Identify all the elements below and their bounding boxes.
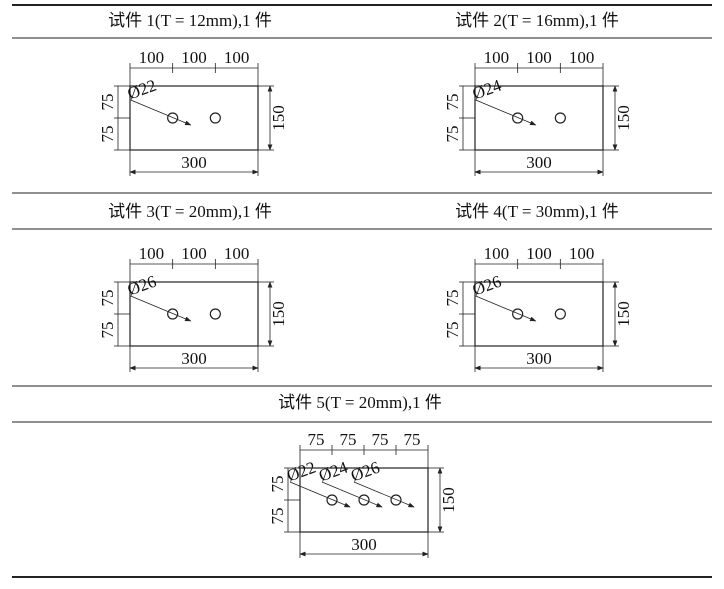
bolt-hole (167, 112, 179, 124)
dim-label: 75 (308, 430, 325, 449)
leader-line (321, 481, 383, 508)
hole-label: Ø22 (284, 458, 318, 486)
specimen-header: 试件 1(T = 12mm),1 件 (108, 11, 272, 30)
dim-label: 75 (98, 94, 117, 111)
leader-line (130, 295, 192, 322)
bolt-hole (326, 494, 338, 506)
dim-label: 75 (268, 476, 287, 493)
hole-label: Ø26 (348, 458, 382, 486)
dim-label: 300 (351, 535, 377, 554)
dim-label: 75 (98, 322, 117, 339)
dim-label: 300 (181, 153, 207, 172)
dim-label: 150 (614, 301, 633, 327)
specimen-header: 试件 5(T = 20mm),1 件 (278, 393, 442, 412)
dim-label: 300 (526, 349, 552, 368)
dim-label: 75 (340, 430, 357, 449)
dim-label: 75 (98, 290, 117, 307)
dim-label: 100 (224, 244, 250, 263)
dim-label: 100 (526, 244, 552, 263)
dim-label: 75 (443, 290, 462, 307)
bolt-hole (390, 494, 402, 506)
dim-label: 150 (269, 105, 288, 131)
dim-label: 75 (443, 94, 462, 111)
specimen-header: 试件 3(T = 20mm),1 件 (108, 202, 272, 221)
dim-label: 75 (404, 430, 421, 449)
dim-label: 300 (526, 153, 552, 172)
dim-label: 100 (484, 244, 510, 263)
bolt-hole (209, 112, 221, 124)
bolt-hole (167, 308, 179, 320)
dim-label: 300 (181, 349, 207, 368)
dim-label: 75 (98, 126, 117, 143)
dim-label: 100 (526, 48, 552, 67)
dim-label: 75 (443, 322, 462, 339)
dim-label: 100 (224, 48, 250, 67)
specimen-header: 试件 2(T = 16mm),1 件 (455, 11, 619, 30)
dim-label: 100 (181, 48, 207, 67)
dim-label: 75 (372, 430, 389, 449)
leader-line (130, 99, 192, 126)
hole-label: Ø24 (316, 457, 350, 485)
dim-label: 100 (484, 48, 510, 67)
dim-label: 150 (439, 487, 458, 513)
bolt-hole (512, 308, 524, 320)
dim-label: 150 (269, 301, 288, 327)
dim-label: 100 (139, 244, 165, 263)
leader-line (353, 481, 415, 508)
dim-label: 100 (569, 48, 595, 67)
leader-line (289, 481, 351, 508)
bolt-hole (512, 112, 524, 124)
dim-label: 100 (181, 244, 207, 263)
bolt-hole (209, 308, 221, 320)
dim-label: 100 (569, 244, 595, 263)
dim-label: 150 (614, 105, 633, 131)
specimen-header: 试件 4(T = 30mm),1 件 (455, 202, 619, 221)
bolt-hole (554, 112, 566, 124)
dim-label: 75 (443, 126, 462, 143)
bolt-hole (358, 494, 370, 506)
dim-label: 75 (268, 508, 287, 525)
leader-line (475, 295, 537, 322)
bolt-hole (554, 308, 566, 320)
dim-label: 100 (139, 48, 165, 67)
leader-line (475, 99, 537, 126)
